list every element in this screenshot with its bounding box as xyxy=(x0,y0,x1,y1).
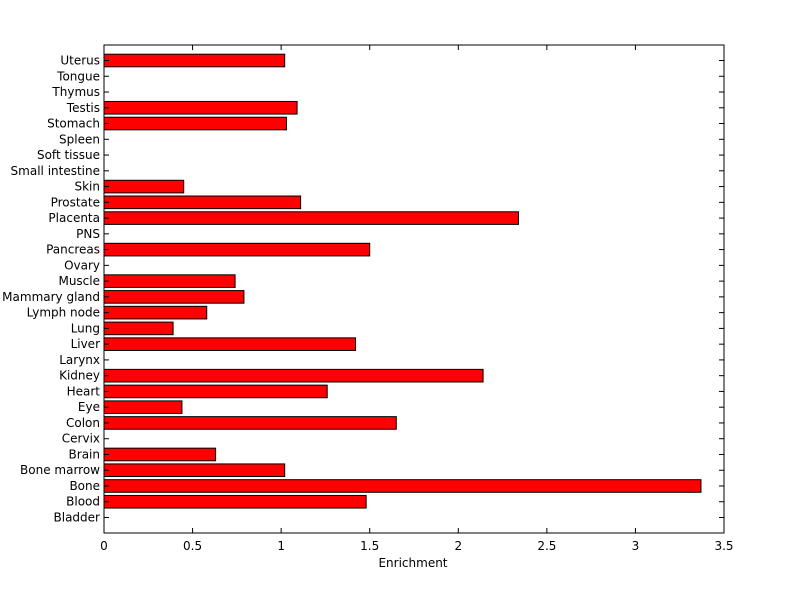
y-tick-label: Stomach xyxy=(47,117,100,131)
y-tick-label: Bladder xyxy=(54,511,101,525)
y-tick-label: Skin xyxy=(74,180,100,194)
bar-stomach xyxy=(103,116,287,131)
y-tick-label: Spleen xyxy=(59,132,100,146)
y-tick-label: Kidney xyxy=(59,369,100,383)
y-tick-label: Brain xyxy=(69,447,100,461)
y-tick-label: Placenta xyxy=(48,211,100,225)
bar-testis xyxy=(103,100,298,115)
y-tick-label: Mammary gland xyxy=(2,290,100,304)
y-tick-label: Soft tissue xyxy=(37,148,100,162)
x-axis-label: Enrichment xyxy=(378,556,447,570)
x-tick-label: 3 xyxy=(632,539,640,553)
x-tick-label: 1 xyxy=(277,539,285,553)
bar-bone-marrow xyxy=(103,463,286,478)
bar-brain xyxy=(103,447,217,462)
bar-heart xyxy=(103,384,328,399)
x-tick-label: 3.5 xyxy=(714,539,733,553)
y-tick-label: Lymph node xyxy=(27,306,100,320)
y-tick-label: Small intestine xyxy=(11,164,100,178)
bar-kidney xyxy=(103,368,484,383)
y-tick-label: Colon xyxy=(66,416,100,430)
y-tick-label: Tongue xyxy=(56,69,100,83)
y-tick-label: Thymus xyxy=(51,85,100,99)
x-tick-label: 0.5 xyxy=(183,539,202,553)
x-tick-label: 2.5 xyxy=(537,539,556,553)
y-tick-label: Testis xyxy=(66,101,100,115)
y-tick-label: Cervix xyxy=(62,432,100,446)
bar-uterus xyxy=(103,53,286,68)
bar-lung xyxy=(103,321,174,336)
y-tick-label: Bone marrow xyxy=(20,463,100,477)
bar-pancreas xyxy=(103,242,371,257)
y-tick-label: Bone xyxy=(69,479,100,493)
y-tick-label: Blood xyxy=(66,495,100,509)
x-tick-label: 1.5 xyxy=(360,539,379,553)
y-tick-label: Lung xyxy=(71,321,100,335)
x-tick-label: 2 xyxy=(454,539,462,553)
bar-liver xyxy=(103,337,357,351)
y-tick-label: Larynx xyxy=(59,353,100,367)
y-tick-label: Muscle xyxy=(58,274,100,288)
bar-prostate xyxy=(103,195,302,210)
y-tick-label: Pancreas xyxy=(46,243,100,257)
plot-frame xyxy=(103,44,725,534)
bar-placenta xyxy=(103,211,520,225)
bar-mammary-gland xyxy=(103,290,245,304)
bar-lymph-node xyxy=(103,305,208,320)
bar-bone xyxy=(103,479,702,493)
y-tick-label: Eye xyxy=(78,400,100,414)
x-tick-label: 0 xyxy=(100,539,108,553)
y-tick-label: Prostate xyxy=(51,195,100,209)
bar-colon xyxy=(103,416,397,430)
y-tick-label: PNS xyxy=(76,227,100,241)
x-axis-ticks: 0 0.5 1 1.5 2 2.5 3 3.5 xyxy=(100,45,734,553)
bar-skin xyxy=(103,179,185,194)
bar-eye xyxy=(103,400,183,415)
y-tick-label: Heart xyxy=(67,384,101,398)
bar-muscle xyxy=(103,274,236,288)
bar-blood xyxy=(103,494,367,509)
y-tick-label: Uterus xyxy=(60,54,100,68)
y-tick-label: Liver xyxy=(71,337,101,351)
y-tick-label: Ovary xyxy=(64,258,100,272)
